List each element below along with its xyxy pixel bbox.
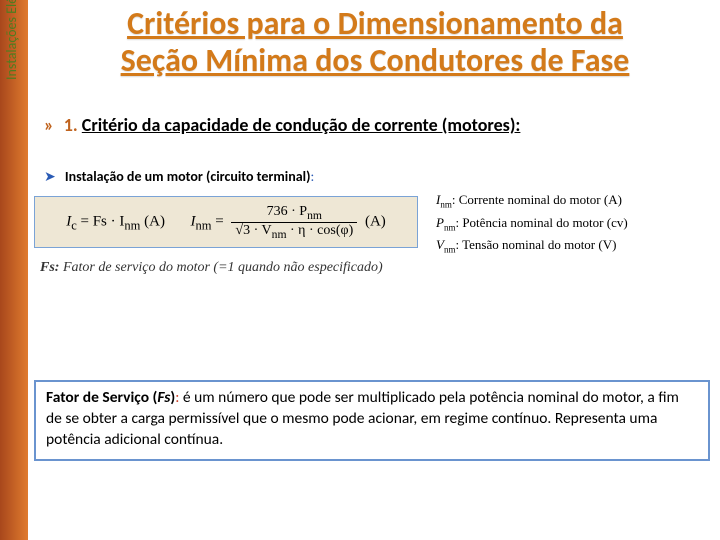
legend-row-2: Pnm: Potência nominal do motor (cv) bbox=[436, 213, 628, 236]
fraction: 736 · Pnm √3 · Vnm · η · cos(φ) bbox=[231, 204, 357, 241]
motor-install-line: ➤ Instalação de um motor (circuito termi… bbox=[44, 168, 314, 185]
title-line2: Seção Mínima dos Condutores de Fase bbox=[121, 41, 630, 80]
fs-definition-line: Fs: Fator de serviço do motor (=1 quando… bbox=[40, 260, 383, 276]
legend-row-1: Inm: Corrente nominal do motor (A) bbox=[436, 190, 628, 213]
motor-install-text: Instalação de um motor (circuito termina… bbox=[65, 168, 311, 185]
fs-rest: Fator de serviço do motor (=1 quando não… bbox=[59, 260, 382, 275]
formula-content: Ic = Fs · Inm (A) Inm = 736 · Pnm √3 · V… bbox=[66, 204, 386, 241]
slide-title: Critérios para o Dimensionamento da Seçã… bbox=[40, 6, 710, 80]
motor-install-colon: : bbox=[310, 168, 314, 185]
criterion-line: » 1. Critério da capacidade de condução … bbox=[44, 114, 520, 136]
legend-row-3: Vnm: Tensão nominal do motor (V) bbox=[436, 235, 628, 258]
course-label: Instalações Elétricas II bbox=[3, 0, 20, 80]
formula-box: Ic = Fs · Inm (A) Inm = 736 · Pnm √3 · V… bbox=[34, 196, 418, 248]
info-head: Fator de Serviço (Fs) bbox=[46, 388, 175, 407]
sidebar-stripe: Instalações Elétricas II bbox=[0, 0, 28, 540]
legend-block: Inm: Corrente nominal do motor (A) Pnm: … bbox=[436, 190, 628, 258]
criterion-text: Critério da capacidade de condução de co… bbox=[82, 114, 521, 136]
service-factor-box: Fator de Serviço (Fs): é um número que p… bbox=[34, 380, 710, 461]
triangle-icon: ➤ bbox=[44, 168, 56, 185]
title-line1: Critérios para o Dimensionamento da bbox=[127, 4, 623, 43]
chevron-icon: » bbox=[44, 114, 54, 136]
fs-bold: Fs: bbox=[40, 260, 59, 275]
criterion-number: 1. bbox=[64, 114, 78, 136]
